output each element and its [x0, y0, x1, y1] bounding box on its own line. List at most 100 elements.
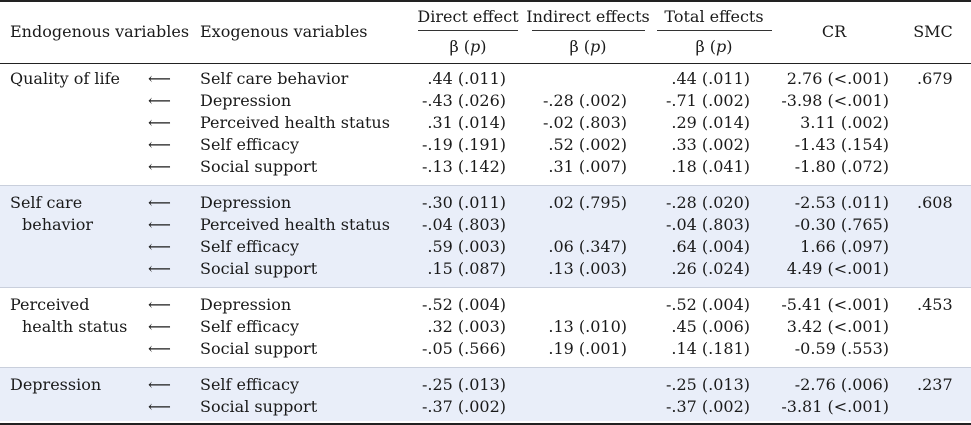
group-rule [0, 185, 971, 186]
cr-cell: -1.80 (.072) [794, 157, 889, 176]
arrow-icon: ⟵ [148, 317, 171, 336]
total-cell: .14 (.181) [671, 339, 750, 358]
cr-cell: -2.76 (.006) [794, 375, 889, 394]
group-rule [0, 367, 971, 368]
direct-cell: .15 (.087) [427, 259, 506, 278]
direct-cell: -.05 (.566) [421, 339, 506, 358]
arrow-icon: ⟵ [148, 157, 171, 176]
indirect-cell: .13 (.003) [548, 259, 627, 278]
arrow-icon: ⟵ [148, 295, 171, 314]
endogenous-variable-label: Self care [10, 193, 83, 212]
direct-cell: -.19 (.191) [421, 135, 506, 154]
direct-cell: .31 (.014) [427, 113, 506, 132]
direct-cell: -.52 (.004) [421, 295, 506, 314]
cr-cell: -0.30 (.765) [794, 215, 889, 234]
exo-cell: Self efficacy [200, 237, 300, 256]
exo-cell: Social support [200, 259, 318, 278]
arrow-icon: ⟵ [148, 237, 171, 256]
smc-value: .608 [917, 193, 953, 212]
direct-cell: -.43 (.026) [421, 91, 506, 110]
endogenous-variable-label: Depression [10, 375, 102, 394]
header-cr: CR [821, 22, 847, 41]
direct-cell: -.25 (.013) [421, 375, 506, 394]
cr-cell: 3.42 (<.001) [786, 317, 889, 336]
total-cell: .33 (.002) [671, 135, 750, 154]
direct-cell: -.37 (.002) [421, 397, 506, 416]
total-cell: .45 (.006) [671, 317, 750, 336]
cr-cell: 1.66 (.097) [800, 237, 889, 256]
total-cell: -.37 (.002) [665, 397, 750, 416]
exo-cell: Self efficacy [200, 375, 300, 394]
endogenous-variable-label: behavior [22, 215, 93, 234]
exo-cell: Depression [200, 295, 292, 314]
header-endogenous: Endogenous variables [10, 22, 190, 41]
indirect-cell: .31 (.007) [548, 157, 627, 176]
direct-underline [418, 30, 518, 31]
total-cell: .18 (.041) [671, 157, 750, 176]
smc-value: .679 [917, 69, 953, 88]
indirect-cell: -.28 (.002) [542, 91, 627, 110]
smc-value: .453 [917, 295, 953, 314]
indirect-cell: .19 (.001) [548, 339, 627, 358]
total-cell: .44 (.011) [671, 69, 750, 88]
total-cell: -.71 (.002) [665, 91, 750, 110]
exo-cell: Self care behavior [200, 69, 349, 88]
indirect-cell: -.02 (.803) [542, 113, 627, 132]
arrow-icon: ⟵ [148, 397, 171, 416]
endogenous-variable-label: health status [22, 317, 128, 336]
arrow-icon: ⟵ [148, 259, 171, 278]
arrow-icon: ⟵ [148, 69, 171, 88]
cr-cell: 3.11 (.002) [800, 113, 889, 132]
direct-cell: .44 (.011) [427, 69, 506, 88]
group-rule [0, 287, 971, 288]
direct-cell: -.13 (.142) [421, 157, 506, 176]
header-smc: SMC [913, 22, 953, 41]
arrow-icon: ⟵ [148, 91, 171, 110]
endogenous-variable-label: Perceived [10, 295, 90, 314]
bottom-rule [0, 423, 971, 425]
header-indirect-effects: Indirect effects [526, 7, 650, 26]
arrow-icon: ⟵ [148, 215, 171, 234]
cr-cell: -3.81 (<.001) [781, 397, 889, 416]
group-band [0, 186, 971, 287]
cr-cell: -5.41 (<.001) [781, 295, 889, 314]
arrow-icon: ⟵ [148, 193, 171, 212]
exo-cell: Self efficacy [200, 135, 300, 154]
indirect-underline [532, 30, 645, 31]
indirect-cell: .13 (.010) [548, 317, 627, 336]
direct-cell: .32 (.003) [427, 317, 506, 336]
direct-cell: .59 (.003) [427, 237, 506, 256]
header-exogenous: Exogenous variables [200, 22, 368, 41]
cr-cell: 2.76 (<.001) [786, 69, 889, 88]
total-cell: .64 (.004) [671, 237, 750, 256]
cr-cell: -0.59 (.553) [794, 339, 889, 358]
direct-cell: -.04 (.803) [421, 215, 506, 234]
total-underline [657, 30, 772, 31]
group-band [0, 368, 971, 421]
beta-total: β (p) [695, 37, 733, 56]
exo-cell: Social support [200, 339, 318, 358]
header-direct-effect: Direct effect [417, 7, 519, 26]
exo-cell: Depression [200, 193, 292, 212]
beta-direct: β (p) [449, 37, 487, 56]
header-rule [0, 63, 971, 64]
total-cell: -.28 (.020) [665, 193, 750, 212]
exo-cell: Social support [200, 157, 318, 176]
total-cell: -.25 (.013) [665, 375, 750, 394]
cr-cell: -3.98 (<.001) [781, 91, 889, 110]
total-cell: .26 (.024) [671, 259, 750, 278]
exo-cell: Perceived health status [200, 113, 390, 132]
cr-cell: 4.49 (<.001) [786, 259, 889, 278]
cr-cell: -2.53 (.011) [794, 193, 889, 212]
cr-cell: -1.43 (.154) [794, 135, 889, 154]
top-rule [0, 0, 971, 2]
exo-cell: Perceived health status [200, 215, 390, 234]
total-cell: .29 (.014) [671, 113, 750, 132]
indirect-cell: .52 (.002) [548, 135, 627, 154]
exo-cell: Social support [200, 397, 318, 416]
beta-indirect: β (p) [569, 37, 607, 56]
indirect-cell: .06 (.347) [548, 237, 627, 256]
header-total-effects: Total effects [664, 7, 764, 26]
total-cell: -.04 (.803) [665, 215, 750, 234]
